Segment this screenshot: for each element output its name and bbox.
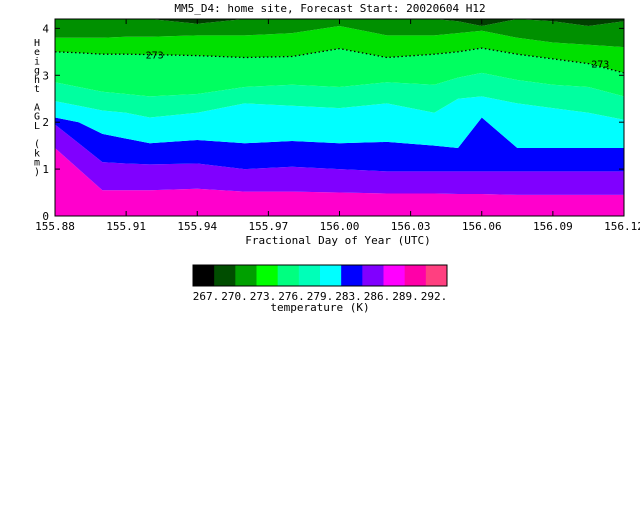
colorbar-tick-label: 286. <box>364 290 391 303</box>
colorbar-tick-label: 270. <box>221 290 248 303</box>
y-tick-label: 3 <box>42 69 49 82</box>
contour-line-path <box>54 47 625 74</box>
x-tick-label: 156.12 <box>604 220 640 233</box>
y-axis-label-char: ( <box>34 139 40 150</box>
colorbar-swatch <box>425 265 448 286</box>
chart-title: MM5_D4: home site, Forecast Start: 20020… <box>174 2 485 15</box>
colorbar-tick-label: 273. <box>250 290 277 303</box>
y-axis-label-char: h <box>34 75 40 86</box>
contour-band-4 <box>55 72 624 120</box>
x-tick-label: 156.03 <box>391 220 431 233</box>
colorbar-swatch <box>277 265 300 286</box>
contour-band-1 <box>55 124 624 195</box>
y-tick-label: 4 <box>42 22 49 35</box>
x-tick-label: 155.91 <box>106 220 146 233</box>
colorbar: 267. 270. 273. 276. 279. 283. 286. 289. 292. <box>192 264 448 303</box>
colorbar-swatch <box>341 265 363 286</box>
colorbar-tick-label: 276. <box>278 290 305 303</box>
colorbar-swatch <box>214 265 236 286</box>
x-tick-label: 156.09 <box>533 220 573 233</box>
contour-band-0 <box>55 148 624 216</box>
x-tick-label: 155.97 <box>249 220 289 233</box>
colorbar-tick-label: 279. <box>307 290 334 303</box>
colorbar-tick-label: 283. <box>335 290 362 303</box>
colorbar-swatch <box>404 265 427 286</box>
colorbar-swatch <box>362 265 384 286</box>
colorbar-tick-label: 289. <box>392 290 419 303</box>
x-tick-label: 156.06 <box>462 220 502 233</box>
colorbar-swatch <box>193 265 215 286</box>
colorbar-swatch <box>235 265 257 286</box>
y-axis-label-char: L <box>34 121 40 132</box>
y-axis-label-char: A <box>34 102 40 113</box>
contour-band-7 <box>55 19 624 48</box>
y-tick-label: 0 <box>42 210 49 223</box>
x-axis: 155.88 155.91 155.94 155.97 156.00 156.03 156.… <box>35 19 640 233</box>
y-axis-label-char: t <box>34 84 40 95</box>
colorbar-tick-label: 267. <box>193 290 220 303</box>
y-axis-label-char: k <box>34 148 40 159</box>
x-tick-label: 155.88 <box>35 220 75 233</box>
contour-band-2 <box>55 117 624 172</box>
colorbar-swatch <box>383 265 406 286</box>
y-axis: 0 1 2 3 4 <box>42 22 624 223</box>
contour-line-273: 273 273 <box>54 47 625 74</box>
x-tick-label: 155.94 <box>177 220 217 233</box>
contour-band-6 <box>55 26 624 73</box>
y-axis-label-char: g <box>34 66 40 77</box>
x-tick-label: 156.00 <box>320 220 360 233</box>
y-axis-label-char: H <box>34 38 40 49</box>
y-axis-label-char: e <box>34 47 40 58</box>
y-tick-label: 2 <box>42 116 49 129</box>
colorbar-label: temperature (K) <box>270 301 369 314</box>
y-axis-label-char: ) <box>34 167 40 178</box>
contour-label: 273 <box>591 60 609 71</box>
contour-band-3 <box>55 96 624 148</box>
colorbar-frame <box>192 264 448 287</box>
y-axis-label-char: m <box>34 158 40 169</box>
contour-fill <box>55 19 624 216</box>
colorbar-swatch <box>298 265 321 286</box>
contour-label: 273 <box>146 51 164 62</box>
y-tick-label: 1 <box>42 163 49 176</box>
colorbar-tick-label: 292. <box>421 290 448 303</box>
y-axis-label-char: i <box>34 56 40 67</box>
x-axis-label: Fractional Day of Year (UTC) <box>245 234 430 247</box>
colorbar-swatch <box>320 265 342 286</box>
colorbar-swatch <box>256 265 279 286</box>
contour-band-5 <box>55 48 624 97</box>
y-axis-label-char: G <box>34 112 40 123</box>
